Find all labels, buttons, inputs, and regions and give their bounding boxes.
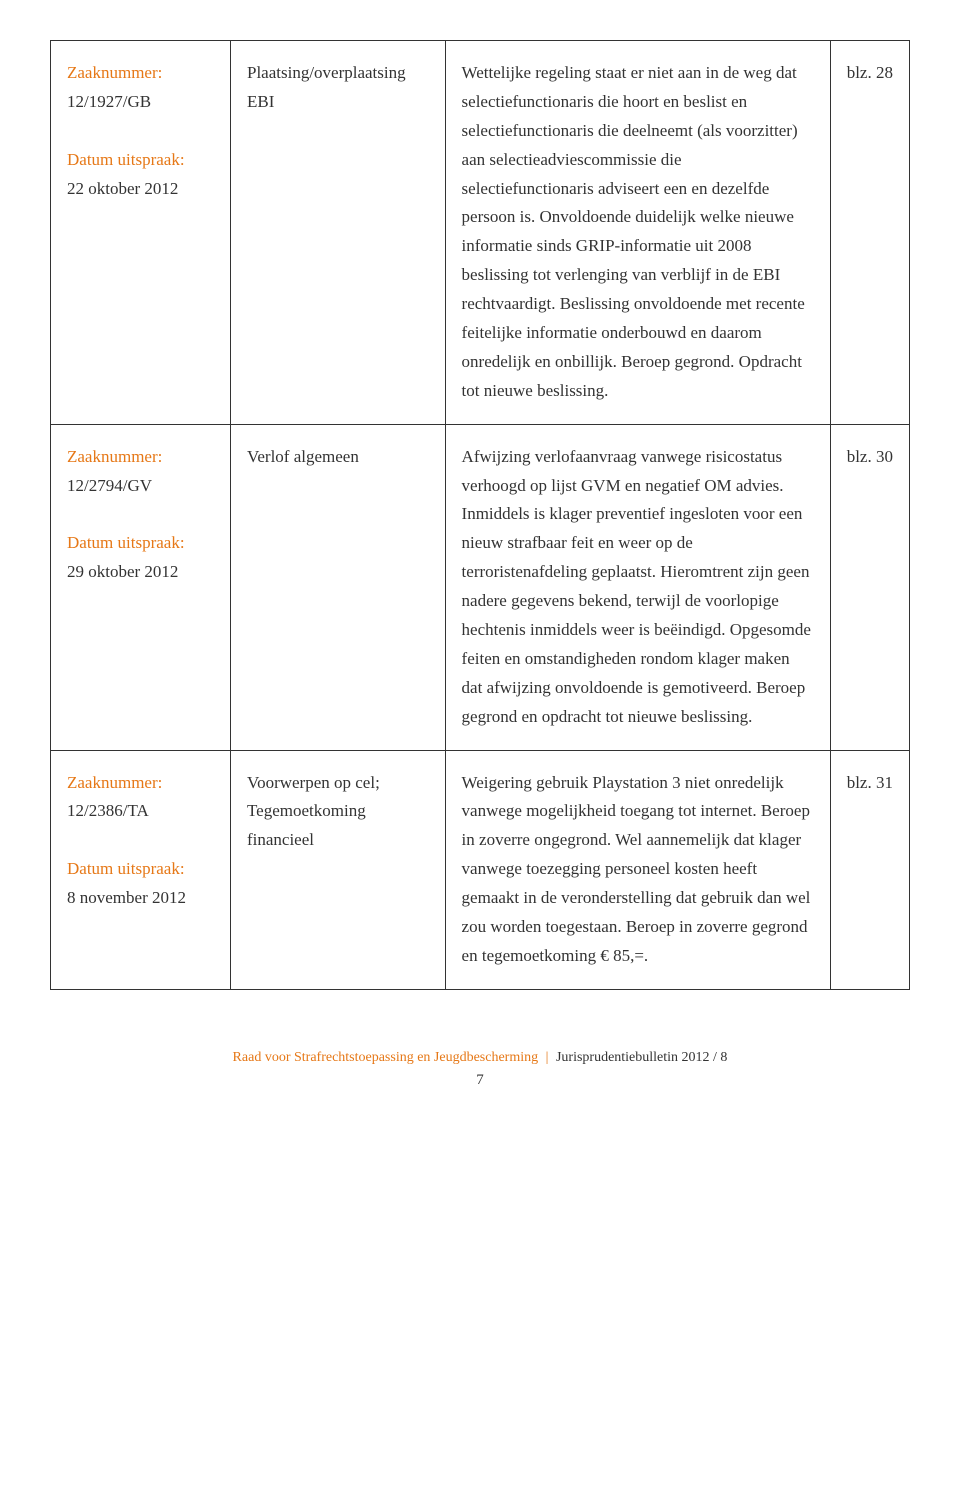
cell-summary: Afwijzing verlofaanvraag vanwege risicos… — [445, 424, 830, 750]
datum-label: Datum uitspraak: — [67, 529, 214, 558]
cell-category: Plaatsing/overplaatsing EBI — [230, 41, 445, 425]
cell-summary: Wettelijke regeling staat er niet aan in… — [445, 41, 830, 425]
datum-value: 8 november 2012 — [67, 884, 214, 913]
case-table: Zaaknummer: 12/1927/GB Datum uitspraak: … — [50, 40, 910, 990]
datum-value: 29 oktober 2012 — [67, 558, 214, 587]
footer-org: Raad voor Strafrechtstoepassing en Jeugd… — [233, 1050, 539, 1065]
zaaknummer-label: Zaaknummer: — [67, 769, 214, 798]
zaaknummer-value: 12/2386/TA — [67, 797, 214, 826]
cell-category: Verlof algemeen — [230, 424, 445, 750]
cell-page-ref: blz. 31 — [830, 750, 909, 989]
cell-case-info: Zaaknummer: 12/2794/GV Datum uitspraak: … — [51, 424, 231, 750]
zaaknummer-value: 12/1927/GB — [67, 88, 214, 117]
footer: Raad voor Strafrechtstoepassing en Jeugd… — [50, 1050, 910, 1089]
cell-case-info: Zaaknummer: 12/1927/GB Datum uitspraak: … — [51, 41, 231, 425]
footer-line: Raad voor Strafrechtstoepassing en Jeugd… — [50, 1050, 910, 1066]
cell-page-ref: blz. 30 — [830, 424, 909, 750]
datum-label: Datum uitspraak: — [67, 146, 214, 175]
cell-category: Voorwerpen op cel; Tegemoetkoming financ… — [230, 750, 445, 989]
page-number: 7 — [50, 1072, 910, 1089]
zaaknummer-label: Zaaknummer: — [67, 59, 214, 88]
table-row: Zaaknummer: 12/2386/TA Datum uitspraak: … — [51, 750, 910, 989]
zaaknummer-label: Zaaknummer: — [67, 443, 214, 472]
cell-case-info: Zaaknummer: 12/2386/TA Datum uitspraak: … — [51, 750, 231, 989]
cell-summary: Weigering gebruik Playstation 3 niet onr… — [445, 750, 830, 989]
cell-page-ref: blz. 28 — [830, 41, 909, 425]
footer-bulletin: Jurisprudentiebulletin 2012 / 8 — [556, 1050, 727, 1065]
datum-label: Datum uitspraak: — [67, 855, 214, 884]
footer-divider-icon: | — [546, 1050, 549, 1065]
table-row: Zaaknummer: 12/1927/GB Datum uitspraak: … — [51, 41, 910, 425]
table-row: Zaaknummer: 12/2794/GV Datum uitspraak: … — [51, 424, 910, 750]
zaaknummer-value: 12/2794/GV — [67, 472, 214, 501]
datum-value: 22 oktober 2012 — [67, 175, 214, 204]
